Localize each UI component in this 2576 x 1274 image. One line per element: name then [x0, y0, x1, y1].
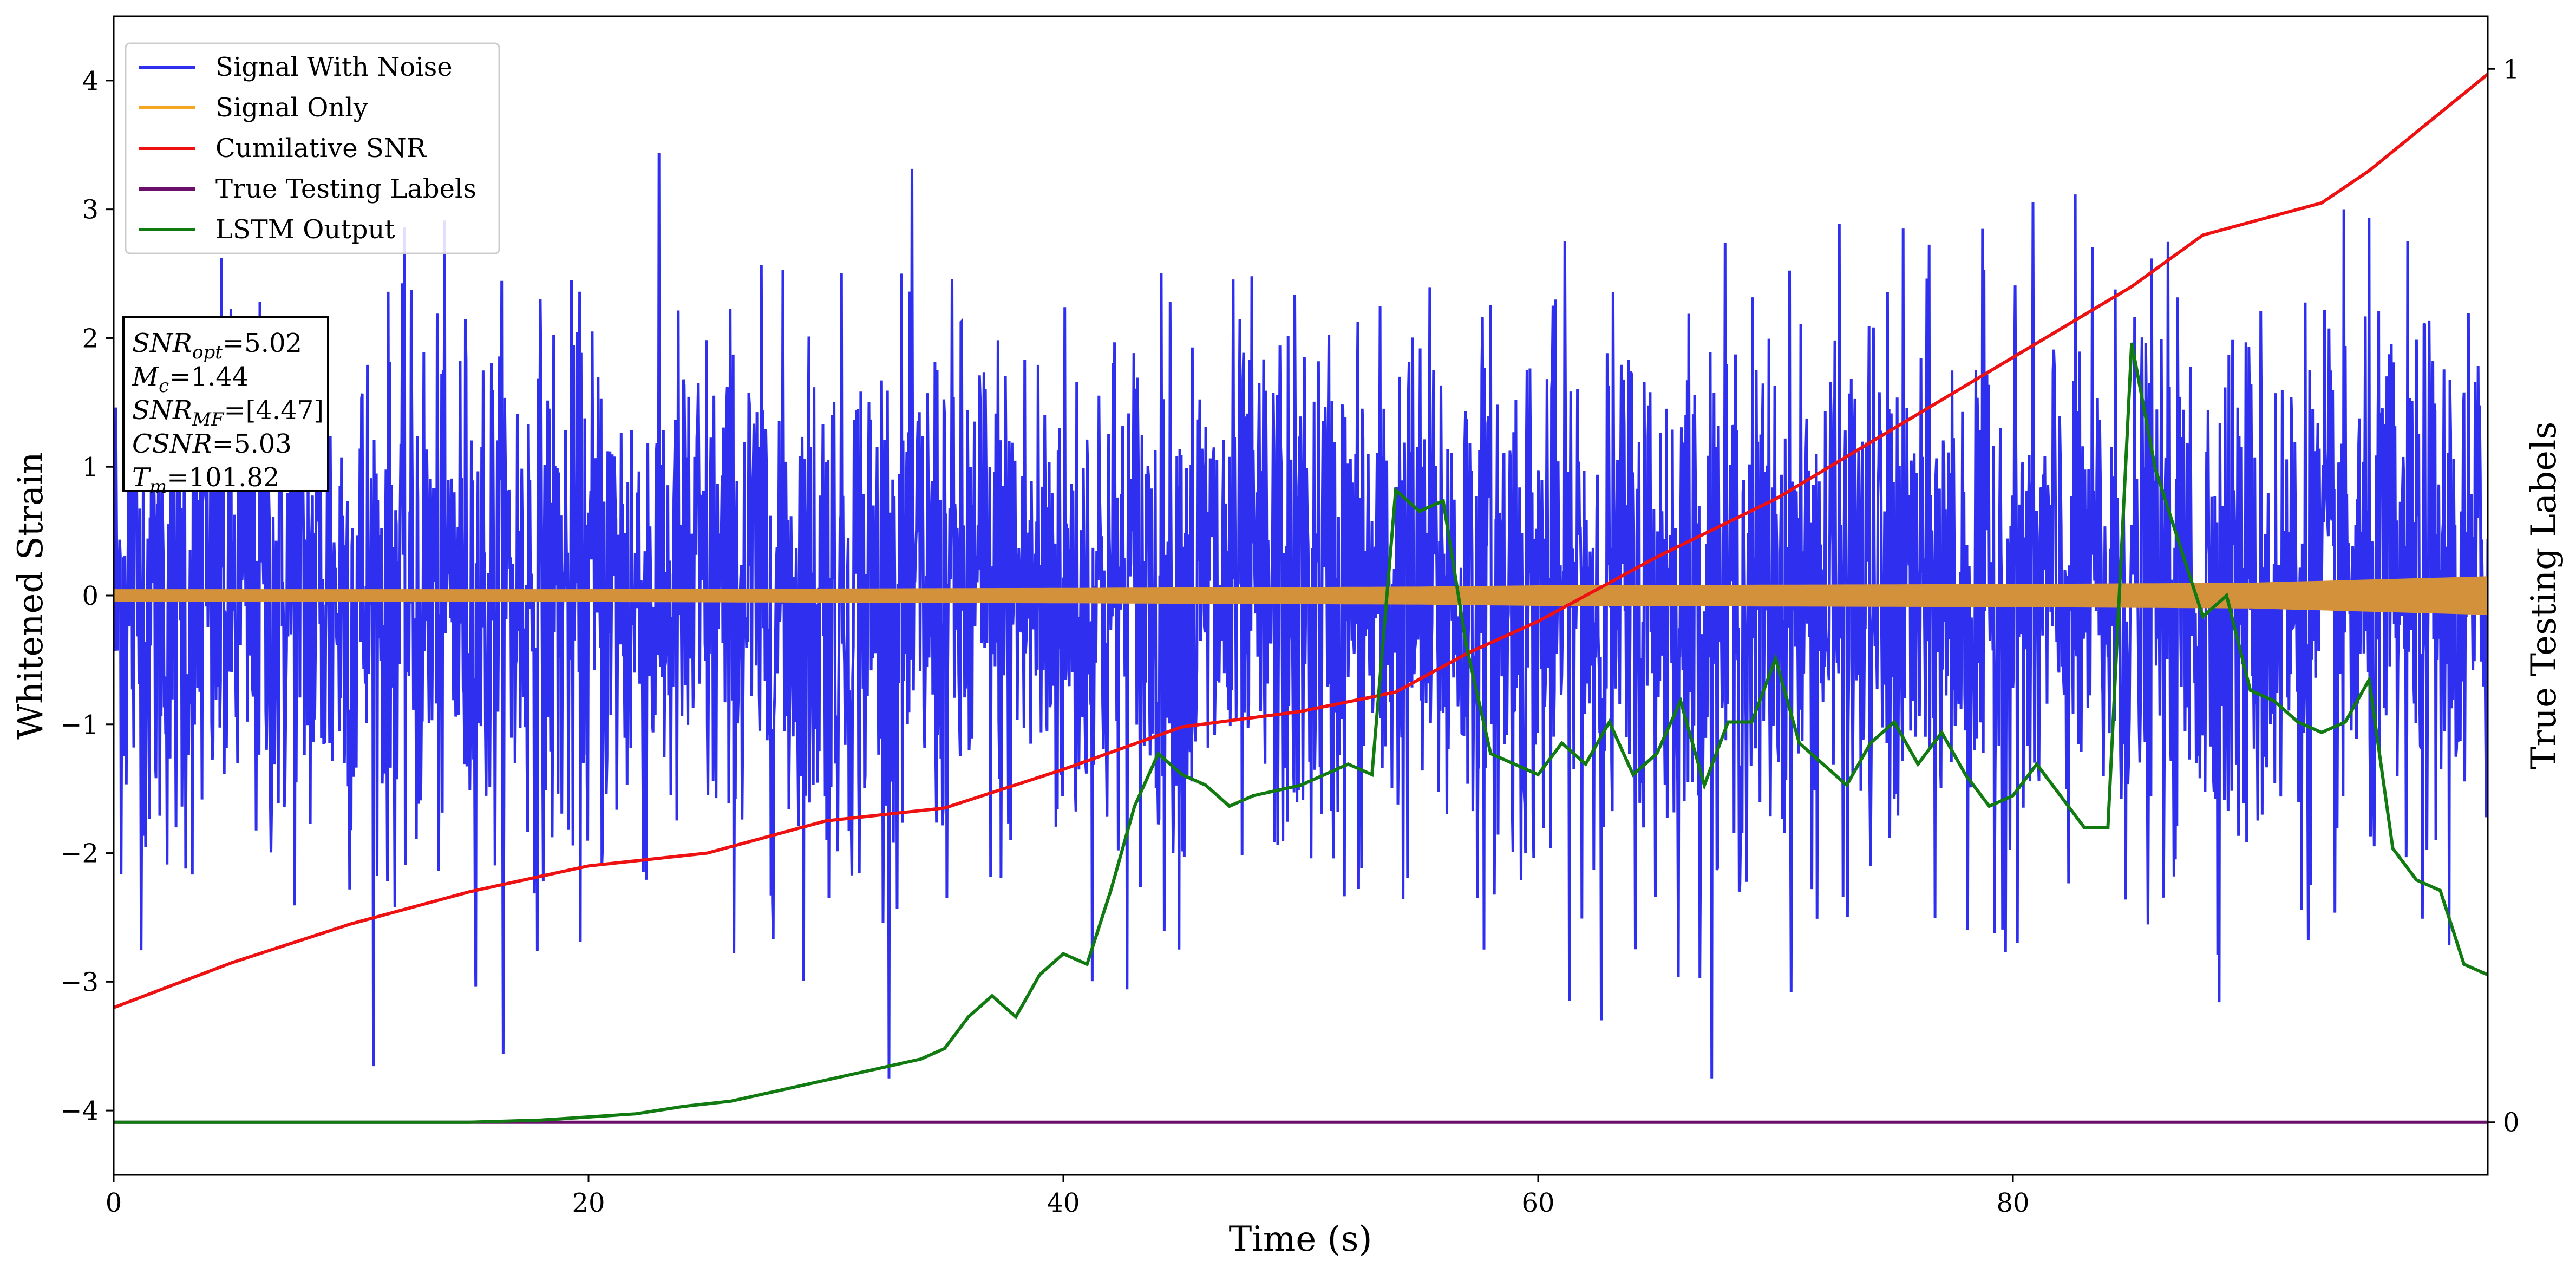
- y-tick-label: 4: [82, 66, 99, 96]
- annotation-line: Tm=101.82: [132, 462, 279, 498]
- x-tick-label: 0: [106, 1188, 122, 1218]
- x-tick-label: 80: [1996, 1188, 2029, 1218]
- annotation-line: SNRopt=5.02: [132, 328, 302, 363]
- legend: Signal With Noise Signal Only Cumilative S…: [125, 42, 500, 254]
- series-line-cumulative-snr: [114, 73, 2488, 1009]
- y2-tick-label: 1: [2503, 54, 2520, 84]
- y2-axis-label: True Testing Labels: [2524, 422, 2564, 770]
- y-tick-label: 3: [82, 195, 99, 225]
- y-tick-label: −2: [60, 839, 99, 869]
- y-tick-label: −1: [60, 710, 99, 740]
- annotation-box: SNRopt=5.02Mc=1.44SNRMF=[4.47]CSNR=5.03T…: [122, 316, 329, 498]
- legend-entry-label: Signal With Noise: [215, 52, 453, 82]
- y-tick-label: −4: [60, 1096, 99, 1126]
- legend-box: [125, 42, 500, 254]
- legend-entry-label: Cumilative SNR: [215, 133, 427, 164]
- annotation-line: Mc=1.44: [132, 362, 249, 397]
- x-axis: 0 20 40 60 80: [106, 1175, 2030, 1218]
- series-line-signal-with-noise: [114, 153, 2488, 1079]
- y-axis: −4 −3 −2 −1 0 1 2 3 4: [60, 66, 114, 1126]
- y2-axis: 01: [2488, 54, 2520, 1138]
- y-tick-label: 1: [82, 452, 99, 482]
- legend-entry-label: Signal Only: [215, 93, 368, 123]
- x-axis-label: Time (s): [1229, 1219, 1372, 1259]
- series-band-signal-only: [114, 576, 2488, 615]
- y-axis-label: Whitened Strain: [11, 452, 51, 739]
- legend-entry-label: True Testing Labels: [215, 174, 476, 204]
- y-tick-label: −3: [60, 967, 99, 997]
- x-tick-label: 60: [1521, 1188, 1554, 1218]
- x-tick-label: 20: [572, 1188, 605, 1218]
- y-tick-label: 2: [82, 323, 99, 354]
- y2-tick-label: 0: [2503, 1108, 2520, 1138]
- series-layer: [114, 73, 2488, 1124]
- annotation-frame: [122, 316, 329, 492]
- series-line-lstm-output: [114, 342, 2488, 1124]
- annotation-line: SNRMF=[4.47]: [132, 395, 324, 430]
- annotation-line: CSNR=5.03: [132, 429, 292, 459]
- legend-entry-label: LSTM Output: [215, 214, 395, 245]
- y-tick-label: 0: [82, 581, 99, 611]
- x-tick-label: 40: [1047, 1188, 1080, 1218]
